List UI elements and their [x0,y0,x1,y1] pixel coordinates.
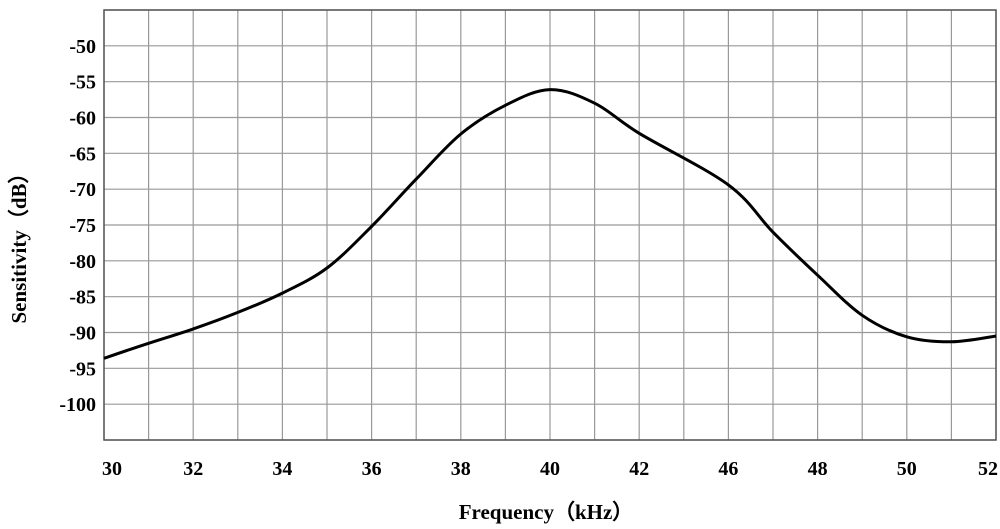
x-tick-label: 38 [451,458,471,480]
y-tick-label: -95 [69,358,96,380]
x-tick-label: 30 [102,458,122,480]
y-tick-label: -60 [69,108,96,130]
x-tick-label: 50 [897,458,917,480]
y-tick-label: -75 [69,215,96,237]
y-tick-label: -70 [69,179,96,201]
x-tick-label: 36 [362,458,382,480]
x-tick-label: 34 [272,458,292,480]
grid [104,10,996,440]
y-axis-ticks: -50 -55 -60 -65 -70 -75 -80 -85 -90 -95 -100 [59,36,96,416]
x-tick-label: 42 [629,458,649,480]
x-tick-label: 32 [183,458,203,480]
y-tick-label: -90 [69,323,96,345]
x-tick-label: 46 [718,458,738,480]
y-tick-label: -85 [69,287,96,309]
x-axis-title: Frequency（kHz） [459,500,634,524]
x-axis-ticks: 30 32 34 36 38 40 42 46 48 50 52 [102,458,998,480]
x-tick-label: 52 [978,458,998,480]
y-axis-title: Sensitivity（dB） [7,162,31,323]
y-tick-label: -55 [69,72,96,94]
y-tick-label: -100 [59,394,96,416]
y-tick-label: -50 [69,36,96,58]
y-tick-label: -80 [69,251,96,273]
x-tick-label: 40 [540,458,560,480]
y-tick-label: -65 [69,143,96,165]
x-tick-label: 48 [808,458,828,480]
